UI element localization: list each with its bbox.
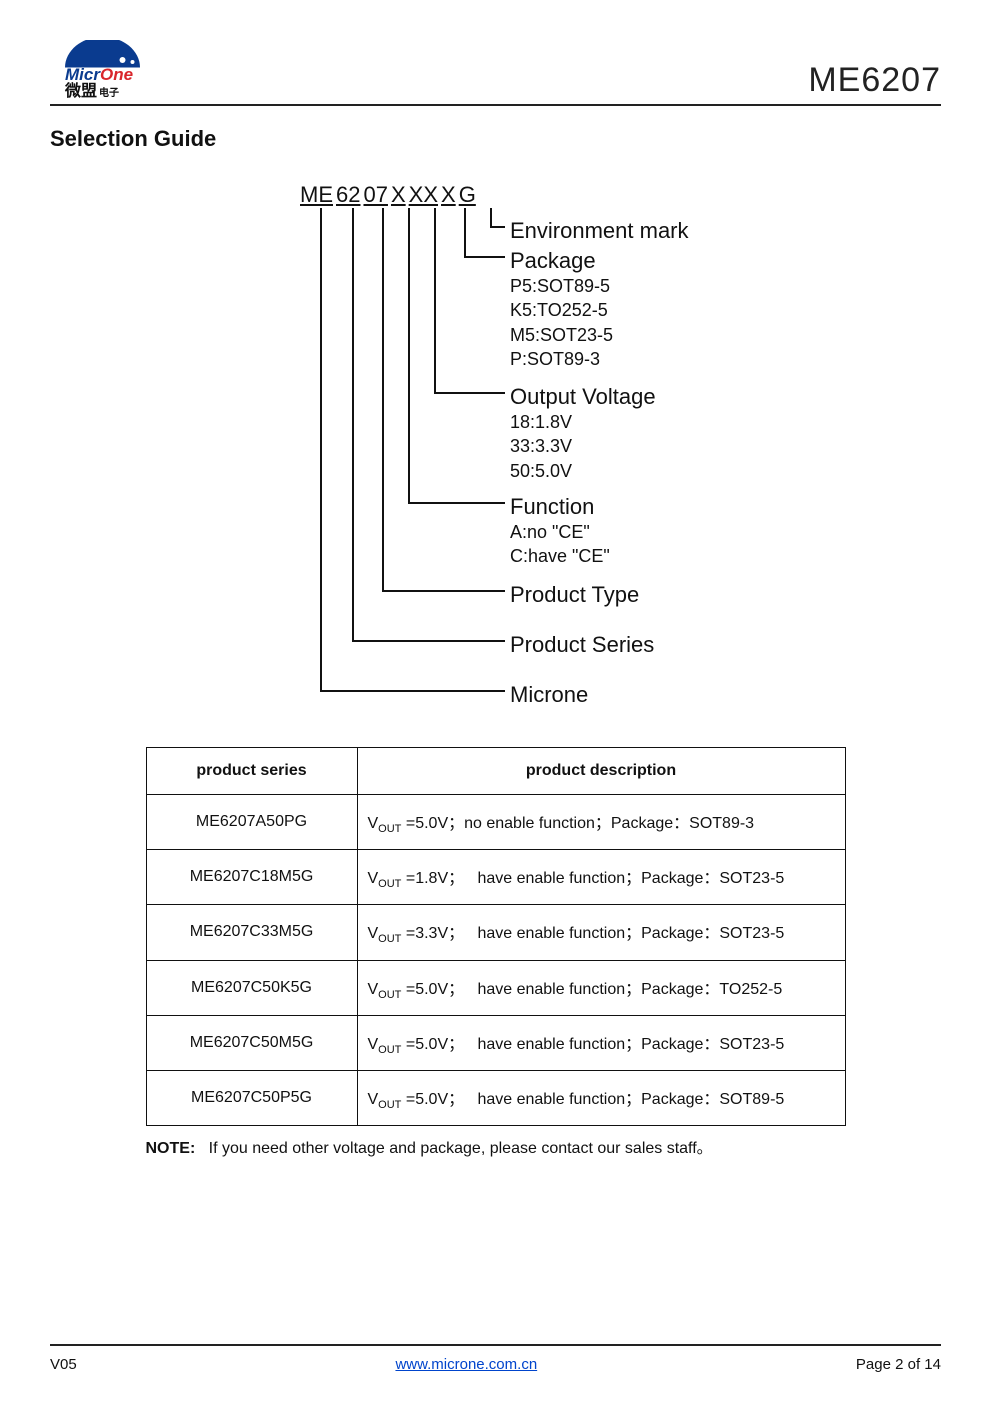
section-title: Selection Guide — [50, 126, 941, 152]
cell-description: VOUT =1.8V； have enable function；Package… — [357, 850, 845, 905]
note-label: NOTE: — [146, 1140, 196, 1157]
cell-series: ME6207A50PG — [146, 795, 357, 850]
branch-subline: 50:5.0V — [510, 459, 656, 483]
partcode-segment: XX — [409, 182, 438, 207]
diagram-hline — [408, 502, 505, 504]
branch-label: Product Type — [510, 582, 639, 608]
branch-block: Microne — [510, 682, 588, 708]
logo: MicrOne 微盟电子 — [50, 40, 160, 100]
table-row: ME6207C50M5GVOUT =5.0V； have enable func… — [146, 1015, 845, 1070]
cell-description: VOUT =5.0V； have enable function；Package… — [357, 960, 845, 1015]
branch-subline: K5:TO252-5 — [510, 298, 613, 322]
table-row: ME6207C33M5GVOUT =3.3V； have enable func… — [146, 905, 845, 960]
cell-series: ME6207C50M5G — [146, 1015, 357, 1070]
cell-series: ME6207C18M5G — [146, 850, 357, 905]
partcode-segment: 07 — [363, 182, 387, 207]
table-row: ME6207C18M5GVOUT =1.8V； have enable func… — [146, 850, 845, 905]
cell-series: ME6207C50P5G — [146, 1070, 357, 1125]
part-number: ME6207 — [808, 61, 941, 100]
diagram-vline — [382, 208, 384, 590]
diagram-vline — [464, 208, 466, 256]
partcode-segment: G — [459, 182, 476, 207]
branch-subline: P5:SOT89-5 — [510, 274, 613, 298]
branch-block: Product Type — [510, 582, 639, 608]
branch-subline: 33:3.3V — [510, 434, 656, 458]
branch-block: Environment mark — [510, 218, 689, 244]
branch-label: Package — [510, 248, 613, 274]
footer-version: V05 — [50, 1356, 77, 1373]
diagram-vline — [352, 208, 354, 640]
footer: V05 www.microne.com.cn Page 2 of 14 — [50, 1344, 941, 1373]
partcode-segment: 62 — [336, 182, 360, 207]
microne-logo-icon: MicrOne 微盟电子 — [50, 40, 160, 100]
table-row: ME6207C50K5GVOUT =5.0V； have enable func… — [146, 960, 845, 1015]
partcode-segment: X — [441, 182, 456, 207]
branch-subline: C:have "CE" — [510, 544, 610, 568]
partcode-segment: ME — [300, 182, 333, 207]
diagram-hline — [434, 392, 505, 394]
cell-series: ME6207C33M5G — [146, 905, 357, 960]
footer-page: Page 2 of 14 — [856, 1356, 941, 1373]
cell-description: VOUT =5.0V；no enable function；Package：SO… — [357, 795, 845, 850]
branch-block: FunctionA:no "CE"C:have "CE" — [510, 494, 610, 569]
branch-subline: 18:1.8V — [510, 410, 656, 434]
diagram-hline — [352, 640, 505, 642]
branch-subline: A:no "CE" — [510, 520, 610, 544]
diagram-hline — [320, 690, 505, 692]
table-header-series: product series — [146, 748, 357, 795]
branch-block: Output Voltage18:1.8V33:3.3V50:5.0V — [510, 384, 656, 483]
branch-label: Microne — [510, 682, 588, 708]
branch-label: Product Series — [510, 632, 654, 658]
branch-subline: M5:SOT23-5 — [510, 323, 613, 347]
cell-series: ME6207C50K5G — [146, 960, 357, 1015]
diagram-vline — [320, 208, 322, 690]
header: MicrOne 微盟电子 ME6207 — [50, 40, 941, 106]
diagram-hline — [464, 256, 505, 258]
footer-link[interactable]: www.microne.com.cn — [395, 1356, 537, 1373]
branch-block: Product Series — [510, 632, 654, 658]
branch-subline: P:SOT89-3 — [510, 347, 613, 371]
table-row: ME6207A50PGVOUT =5.0V；no enable function… — [146, 795, 845, 850]
branch-label: Function — [510, 494, 610, 520]
table-row: ME6207C50P5GVOUT =5.0V； have enable func… — [146, 1070, 845, 1125]
cell-description: VOUT =5.0V； have enable function；Package… — [357, 1070, 845, 1125]
diagram-vline — [434, 208, 436, 392]
cell-description: VOUT =5.0V； have enable function；Package… — [357, 1015, 845, 1070]
diagram-vline — [408, 208, 410, 502]
branch-label: Environment mark — [510, 218, 689, 244]
branch-label: Output Voltage — [510, 384, 656, 410]
note-text: If you need other voltage and package, p… — [209, 1140, 713, 1157]
diagram-hline — [490, 226, 505, 228]
partcode-segment: X — [391, 182, 406, 207]
svg-text:MicrOne: MicrOne — [65, 65, 133, 84]
diagram-hline — [382, 590, 505, 592]
selection-diagram: ME6207XXXXG Environment markPackageP5:SO… — [300, 182, 991, 727]
branch-block: PackageP5:SOT89-5K5:TO252-5M5:SOT23-5P:S… — [510, 248, 613, 371]
product-table: product series product description ME620… — [146, 747, 846, 1126]
table-header-desc: product description — [357, 748, 845, 795]
cell-description: VOUT =3.3V； have enable function；Package… — [357, 905, 845, 960]
part-code: ME6207XXXXG — [300, 182, 479, 208]
diagram-vline — [490, 208, 492, 226]
note: NOTE: If you need other voltage and pack… — [146, 1134, 846, 1158]
